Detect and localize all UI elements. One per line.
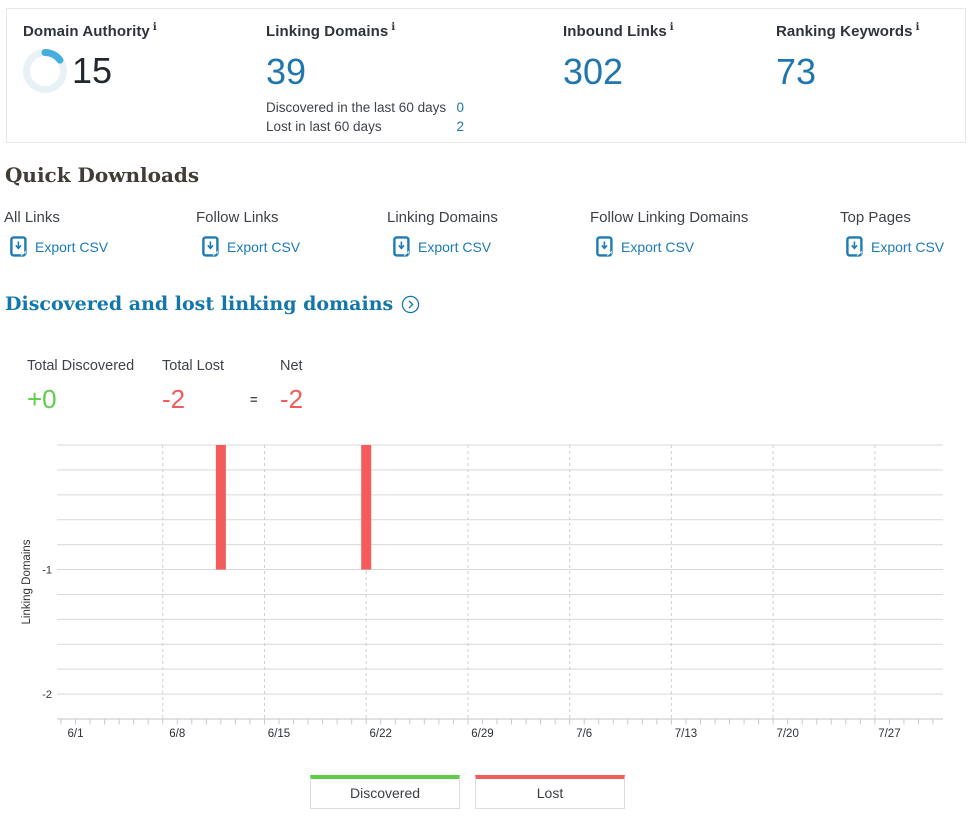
legend-lost-label: Lost	[536, 785, 564, 801]
chart-y-axis: -1 -2	[42, 565, 52, 702]
inbound-links-value: 302	[563, 51, 624, 92]
domain-authority-donut	[23, 49, 67, 93]
info-icon[interactable]: i	[669, 22, 674, 33]
quick-download-top-pages: Top Pages Export CSV	[840, 209, 944, 257]
equals-sign: =	[250, 392, 258, 407]
legend-lost[interactable]: Lost	[475, 775, 625, 809]
export-csv-label: Export CSV	[227, 238, 301, 255]
net-value: -2	[280, 384, 304, 414]
metric-label: Ranking Keywords	[776, 23, 913, 40]
quick-download-follow-links: Follow Links Export CSV	[196, 209, 300, 257]
row-value: 2	[456, 119, 464, 134]
export-csv-link[interactable]: Export CSV	[393, 236, 498, 257]
legend-discovered-label: Discovered	[349, 785, 421, 801]
metric-label: Domain Authority	[23, 23, 150, 40]
total-lost: Total Lost -2	[162, 358, 224, 412]
chart-bars	[215, 445, 372, 570]
section-title: Discovered and lost linking domains	[5, 293, 394, 315]
row-label: Discovered in the last 60 days	[266, 100, 447, 115]
lost-bar[interactable]	[361, 445, 372, 570]
lost-60-days-row: Lost in last 60 days 2	[266, 119, 464, 134]
total-discovered: Total Discovered +0	[27, 358, 134, 412]
download-file-icon	[393, 236, 410, 257]
metric-label: Linking Domains	[266, 23, 389, 40]
export-csv-link[interactable]: Export CSV	[10, 236, 108, 257]
ranking-keywords-value: 73	[776, 51, 817, 92]
metrics-card: Domain Authority i 15 Linking Domains i 39…	[6, 8, 966, 143]
metric-inbound-links: Inbound Links i 302	[563, 22, 674, 92]
svg-text:-1: -1	[42, 565, 52, 577]
chevron-right-circle-icon[interactable]	[401, 295, 420, 314]
info-icon[interactable]: i	[152, 22, 157, 33]
quick-download-linking-domains: Linking Domains Export CSV	[387, 209, 498, 257]
total-discovered-value: +0	[27, 384, 57, 414]
svg-text:6/22: 6/22	[370, 728, 392, 740]
download-file-icon	[846, 236, 863, 257]
linking-domains-chart: -1 -2 6/1 6/8 6/15 6/22 6/29 7/6 7/13 7/20 7/27 Lin…	[21, 444, 943, 740]
export-csv-label: Export CSV	[871, 238, 945, 255]
qd-column-label: Top Pages	[840, 209, 911, 226]
export-csv-link[interactable]: Export CSV	[596, 236, 748, 257]
export-csv-link[interactable]: Export CSV	[846, 236, 944, 257]
quick-download-all-links: All Links Export CSV	[4, 209, 108, 257]
total-discovered-label: Total Discovered	[27, 358, 135, 374]
linking-domains-chart-area: -1 -2 6/1 6/8 6/15 6/22 6/29 7/6 7/13 7/20 7/27 Lin…	[0, 435, 973, 765]
qd-column-label: Linking Domains	[387, 209, 498, 226]
chart-summary: Total Discovered +0 Total Lost -2 = Net …	[0, 358, 420, 413]
domain-authority-value: 15	[72, 50, 113, 91]
qd-column-label: Follow Linking Domains	[590, 209, 749, 226]
row-value: 0	[456, 100, 464, 115]
metric-label: Inbound Links	[563, 23, 667, 40]
qd-column-label: All Links	[4, 209, 60, 226]
export-csv-label: Export CSV	[418, 238, 492, 255]
discovered-60-days-row: Discovered in the last 60 days 0	[266, 100, 464, 115]
svg-text:7/13: 7/13	[675, 728, 697, 740]
qd-column-label: Follow Links	[196, 209, 279, 226]
quick-download-follow-linking-domains: Follow Linking Domains Export CSV	[590, 209, 748, 257]
chart-x-axis: 6/1 6/8 6/15 6/22 6/29 7/6 7/13 7/20 7/27	[60, 719, 934, 740]
metric-domain-authority: Domain Authority i 15	[23, 22, 157, 93]
info-icon[interactable]: i	[915, 22, 920, 33]
svg-text:6/1: 6/1	[68, 728, 84, 740]
total-lost-value: -2	[162, 384, 186, 414]
metric-ranking-keywords: Ranking Keywords i 73	[776, 22, 920, 92]
net-label: Net	[280, 358, 303, 374]
chart-v-gridlines	[162, 445, 876, 719]
download-file-icon	[202, 236, 219, 257]
export-csv-label: Export CSV	[35, 238, 109, 255]
chart-h-gridlines	[57, 444, 943, 720]
download-file-icon	[10, 236, 27, 257]
total-lost-label: Total Lost	[162, 358, 225, 374]
svg-text:7/27: 7/27	[878, 728, 900, 740]
quick-downloads-title: Quick Downloads	[5, 163, 200, 187]
net: Net -2	[280, 358, 303, 412]
export-csv-link[interactable]: Export CSV	[202, 236, 300, 257]
metric-linking-domains: Linking Domains i 39 Discovered in the la…	[266, 22, 464, 134]
y-axis-title: Linking Domains	[21, 539, 33, 624]
svg-text:6/8: 6/8	[169, 728, 185, 740]
lost-bar[interactable]	[215, 445, 226, 570]
svg-text:6/15: 6/15	[268, 728, 290, 740]
row-label: Lost in last 60 days	[266, 119, 382, 134]
download-file-icon	[596, 236, 613, 257]
info-icon[interactable]: i	[391, 22, 396, 33]
linking-domains-value: 39	[266, 51, 307, 92]
section-heading-discovered-lost[interactable]: Discovered and lost linking domains	[5, 293, 420, 315]
svg-text:-2: -2	[42, 689, 52, 701]
export-csv-label: Export CSV	[621, 238, 695, 255]
svg-text:7/6: 7/6	[576, 728, 592, 740]
legend-discovered[interactable]: Discovered	[310, 775, 460, 809]
svg-text:7/20: 7/20	[776, 728, 798, 740]
svg-text:6/29: 6/29	[471, 728, 493, 740]
